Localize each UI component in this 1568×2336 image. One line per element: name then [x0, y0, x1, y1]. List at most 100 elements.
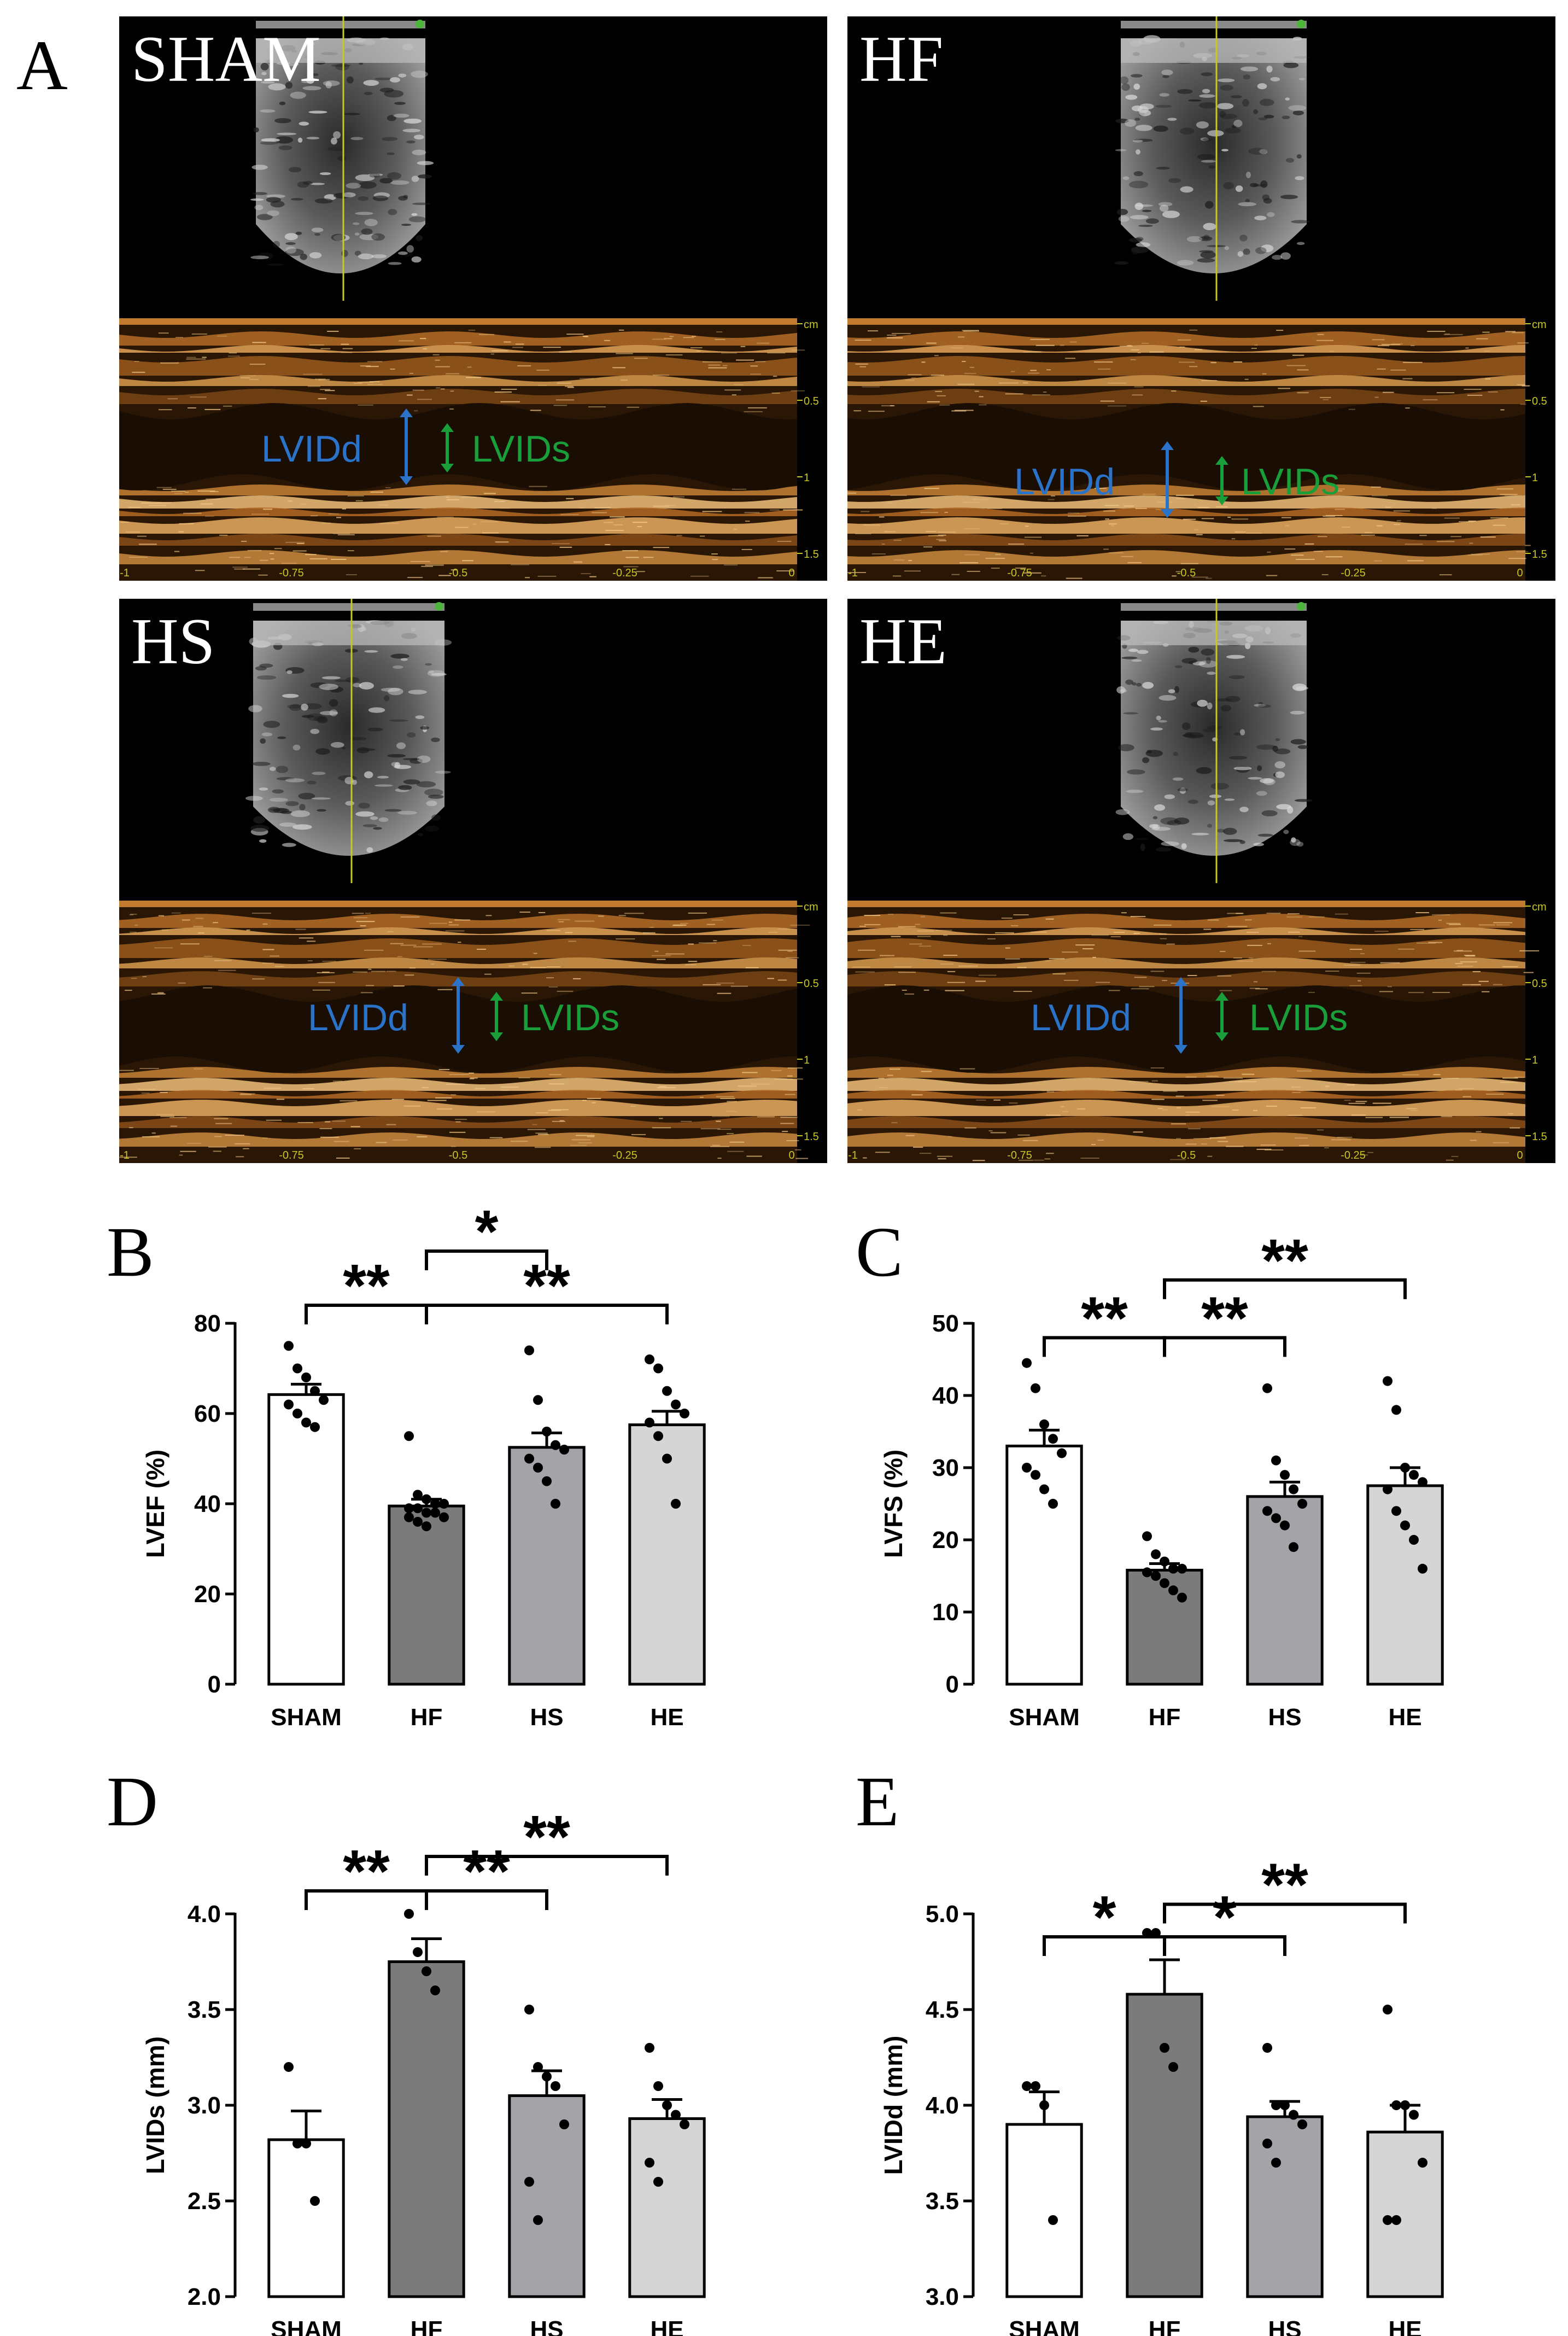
data-point — [1048, 1499, 1058, 1509]
echo-depth-tick: 1.5 — [1532, 548, 1547, 560]
data-point — [430, 1985, 440, 1995]
bar — [267, 1393, 345, 1686]
data-point — [1280, 1520, 1290, 1531]
lvidd-arrow — [1174, 977, 1187, 1054]
data-point — [533, 1463, 543, 1473]
data-point — [404, 1431, 414, 1441]
category-label: HF — [411, 1704, 443, 1731]
y-tick-label: 0 — [946, 1671, 959, 1698]
data-point — [645, 2158, 654, 2168]
data-point — [662, 2100, 672, 2110]
echo-time-tick: -0.25 — [1341, 567, 1366, 579]
bar — [628, 2117, 706, 2298]
data-point — [551, 1499, 560, 1509]
mmode-image: cm 0.5 1 1.5 -1 -0.75 -0.5 -0.25 0 LVIDd LVIDs — [119, 901, 819, 1163]
data-point — [645, 1354, 654, 1364]
data-point — [559, 2119, 569, 2129]
y-axis-title: LVFS (%) — [879, 1450, 908, 1558]
data-point — [1400, 1463, 1410, 1473]
data-point — [404, 1909, 414, 1919]
bar — [1366, 1484, 1444, 1686]
lvidd-arrow — [400, 408, 413, 485]
echo-time-tick: -0.75 — [279, 1149, 304, 1161]
data-point — [404, 1512, 414, 1522]
category-label: SHAM — [1009, 2316, 1080, 2336]
echo-depth-tick: cm — [804, 319, 818, 331]
lvidd-label: LVIDd — [261, 428, 362, 470]
echo-time-tick: -1 — [120, 567, 130, 579]
category-label: HF — [1149, 1704, 1181, 1731]
panel-letter-b: B — [107, 1213, 154, 1292]
data-point — [1039, 1419, 1049, 1429]
data-point — [653, 1431, 663, 1441]
category-label: SHAM — [271, 1704, 342, 1731]
echo-group-label: SHAM — [131, 22, 321, 95]
echo-time-tick: -0.75 — [279, 567, 304, 579]
data-point — [1151, 1549, 1161, 1560]
significance-label: * — [1093, 1884, 1116, 1951]
mmode-image: cm 0.5 1 1.5 -1 -0.75 -0.5 -0.25 0 LVIDd LVIDs — [847, 318, 1547, 581]
echo-depth-tick: 0.5 — [804, 978, 819, 990]
data-point — [551, 2081, 560, 2091]
echo-panel-sham: SHAM cm 0.5 1 1.5 -1 -0.75 -0.5 -0.25 0 LVIDd LVIDs — [119, 16, 827, 581]
y-tick-label: 4.0 — [188, 1901, 221, 1928]
data-point — [653, 2177, 663, 2187]
echo-panel-hs: HS cm 0.5 1 1.5 -1 -0.75 -0.5 -0.25 0 LVIDd LVIDs — [119, 599, 827, 1163]
lvids-arrow — [441, 423, 454, 472]
y-tick-label: 40 — [194, 1491, 221, 1517]
data-point — [551, 1440, 560, 1450]
data-point — [1048, 1434, 1058, 1444]
significance-label: * — [475, 1198, 499, 1265]
data-point — [671, 2110, 681, 2120]
y-tick-label: 10 — [932, 1599, 959, 1626]
y-tick-label: 3.0 — [188, 2092, 221, 2119]
data-point — [662, 1453, 672, 1464]
data-point — [1391, 1506, 1401, 1516]
data-point — [1383, 1484, 1393, 1494]
echo-depth-tick: 1.5 — [1532, 1131, 1547, 1143]
lvids-arrow — [490, 992, 503, 1041]
y-tick-label: 3.5 — [926, 2188, 959, 2215]
data-point — [645, 1417, 654, 1428]
data-point — [413, 1490, 423, 1500]
significance-bracket — [1163, 1935, 1286, 1956]
echo-time-tick: 0 — [788, 567, 794, 579]
data-point — [680, 2119, 689, 2129]
y-axis-title: LVEF (%) — [141, 1450, 169, 1558]
data-point — [524, 1345, 534, 1356]
data-point — [1160, 1556, 1169, 1567]
data-point — [1409, 1535, 1419, 1545]
category-label: HE — [650, 1704, 683, 1731]
lvids-label: LVIDs — [1241, 461, 1339, 503]
y-tick-label: 2.5 — [188, 2188, 221, 2215]
data-point — [413, 1517, 423, 1527]
data-point — [1048, 2215, 1058, 2225]
echo-time-tick: -1 — [120, 1149, 130, 1161]
echo-time-tick: -0.75 — [1007, 1149, 1032, 1161]
echo-time-tick: -0.25 — [612, 567, 637, 579]
category-label: HS — [530, 1704, 563, 1731]
data-point — [1177, 1563, 1187, 1574]
echo-time-tick: -0.5 — [449, 1149, 467, 1161]
echo-group-label: HS — [131, 605, 215, 678]
category-label: HS — [1268, 2316, 1301, 2336]
category-label: HE — [1388, 1704, 1421, 1731]
data-point — [1409, 2110, 1419, 2120]
echo-panel-he: HE cm 0.5 1 1.5 -1 -0.75 -0.5 -0.25 0 LVIDd LVIDs — [847, 599, 1555, 1163]
data-point — [533, 1395, 543, 1405]
echo-panel-hf: HF cm 0.5 1 1.5 -1 -0.75 -0.5 -0.25 0 LVIDd LVIDs — [847, 16, 1555, 581]
data-point — [1280, 1470, 1290, 1480]
data-point — [1409, 1470, 1419, 1480]
data-point — [1271, 2158, 1281, 2168]
lvidd-label: LVIDd — [1031, 997, 1131, 1038]
data-point — [301, 2139, 311, 2148]
data-point — [1383, 2215, 1393, 2225]
data-point — [1418, 2158, 1427, 2168]
lvidd-label: LVIDd — [1014, 461, 1115, 503]
bar — [388, 1504, 465, 1686]
data-point — [284, 1399, 294, 1410]
significance-bracket — [1163, 1278, 1407, 1299]
bar — [1366, 2130, 1444, 2298]
data-point — [1142, 1531, 1152, 1541]
